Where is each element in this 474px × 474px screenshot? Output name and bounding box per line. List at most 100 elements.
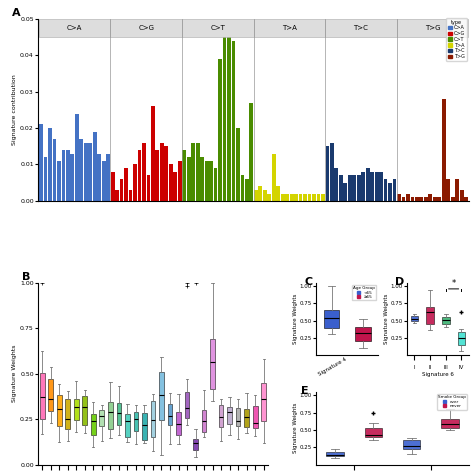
PathPatch shape (236, 408, 240, 426)
Bar (415, 197, 419, 201)
Text: C>G: C>G (138, 25, 154, 31)
FancyBboxPatch shape (254, 19, 325, 37)
Bar (88, 143, 92, 201)
Bar (294, 193, 298, 201)
Bar (375, 172, 379, 201)
Text: C>A: C>A (67, 25, 82, 31)
Text: T>C: T>C (354, 25, 368, 31)
Bar (39, 125, 43, 201)
Text: C>T: C>T (210, 25, 225, 31)
Bar (205, 161, 209, 201)
Bar (232, 41, 236, 201)
Y-axis label: Signature contribution: Signature contribution (12, 74, 17, 145)
Text: A: A (12, 8, 21, 18)
PathPatch shape (365, 428, 382, 437)
Bar (267, 193, 271, 201)
Bar (182, 150, 186, 201)
PathPatch shape (100, 410, 104, 426)
PathPatch shape (40, 373, 45, 419)
Bar (401, 197, 405, 201)
Bar (392, 179, 396, 201)
Text: E: E (301, 386, 308, 396)
Bar (173, 172, 177, 201)
FancyBboxPatch shape (110, 19, 182, 37)
PathPatch shape (134, 411, 138, 431)
PathPatch shape (185, 392, 190, 418)
Bar (245, 179, 249, 201)
Bar (97, 154, 101, 201)
Bar (433, 197, 437, 201)
Bar (128, 190, 132, 201)
Bar (348, 175, 352, 201)
Bar (120, 179, 124, 201)
PathPatch shape (261, 383, 266, 421)
Bar (223, 30, 227, 201)
Bar (137, 150, 141, 201)
Bar (312, 193, 316, 201)
Bar (142, 143, 146, 201)
Bar (424, 197, 428, 201)
PathPatch shape (244, 409, 249, 427)
Bar (330, 143, 334, 201)
Bar (357, 175, 361, 201)
PathPatch shape (82, 396, 87, 426)
Bar (428, 193, 432, 201)
Bar (66, 150, 70, 201)
Bar (75, 114, 79, 201)
PathPatch shape (202, 410, 206, 432)
Bar (84, 143, 88, 201)
PathPatch shape (151, 401, 155, 437)
Bar (80, 139, 83, 201)
Bar (276, 186, 280, 201)
FancyBboxPatch shape (39, 19, 110, 37)
Bar (93, 132, 97, 201)
Bar (124, 168, 128, 201)
Bar (196, 143, 200, 201)
Y-axis label: Signature Weights: Signature Weights (293, 294, 298, 344)
Bar (102, 161, 106, 201)
Bar (339, 175, 343, 201)
Bar (317, 193, 320, 201)
PathPatch shape (253, 406, 257, 428)
Bar (53, 139, 56, 201)
Bar (388, 182, 392, 201)
Bar (361, 172, 365, 201)
Bar (62, 150, 65, 201)
Bar (335, 168, 338, 201)
PathPatch shape (193, 439, 198, 450)
Bar (451, 197, 455, 201)
Bar (397, 193, 401, 201)
Text: D: D (395, 277, 405, 287)
Bar (299, 193, 302, 201)
Bar (456, 179, 459, 201)
PathPatch shape (210, 339, 215, 389)
Bar (460, 190, 464, 201)
Bar (48, 128, 52, 201)
X-axis label: Signature 4: Signature 4 (317, 357, 347, 377)
Bar (111, 172, 115, 201)
Bar (191, 143, 195, 201)
PathPatch shape (57, 395, 62, 426)
Bar (263, 190, 267, 201)
PathPatch shape (91, 414, 96, 435)
Bar (214, 168, 218, 201)
PathPatch shape (159, 372, 164, 420)
Legend: ever, never: ever, never (437, 394, 467, 410)
Bar (178, 161, 182, 201)
PathPatch shape (168, 404, 173, 425)
Y-axis label: Signature Weights: Signature Weights (384, 294, 389, 344)
Bar (406, 193, 410, 201)
Bar (308, 193, 311, 201)
FancyBboxPatch shape (182, 19, 254, 37)
Bar (200, 157, 204, 201)
Text: T>G: T>G (425, 25, 440, 31)
Bar (447, 179, 450, 201)
PathPatch shape (403, 440, 420, 449)
Bar (236, 128, 240, 201)
Bar (326, 146, 329, 201)
PathPatch shape (142, 413, 147, 440)
Bar (57, 161, 61, 201)
Bar (106, 154, 110, 201)
Bar (218, 59, 222, 201)
X-axis label: Signature 6: Signature 6 (422, 372, 454, 376)
